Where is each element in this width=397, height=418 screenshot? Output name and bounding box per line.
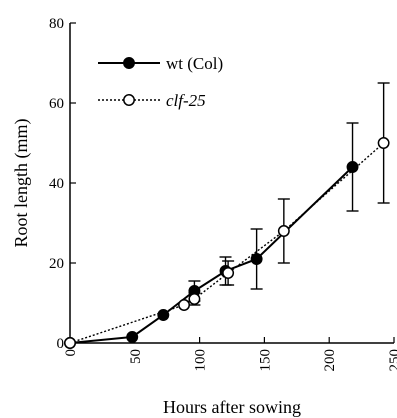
x-tick-label: 250	[387, 349, 397, 372]
y-tick-label: 60	[49, 96, 64, 112]
data-point	[157, 309, 170, 321]
x-tick-label: 100	[193, 349, 209, 372]
data-point	[188, 293, 201, 305]
y-tick-label: 80	[49, 16, 64, 32]
x-tick-label: 150	[257, 349, 273, 372]
y-tick-label: 20	[49, 256, 64, 272]
axes: 0 20 40 60 80 0 50 100 150 200 250	[49, 16, 397, 372]
x-tick-label: 200	[322, 349, 338, 372]
legend-item-wt-col: wt (Col)	[98, 54, 223, 73]
x-axis-title: Hours after sowing	[163, 397, 301, 417]
data-point	[277, 225, 290, 237]
legend-marker	[123, 94, 135, 106]
legend-marker	[123, 57, 135, 69]
data-point	[126, 331, 139, 343]
y-tick-label: 0	[57, 336, 65, 352]
y-tick-label: 40	[49, 176, 64, 192]
data-point	[222, 267, 235, 279]
data-point	[250, 253, 263, 265]
data-series	[64, 82, 390, 349]
legend-label: clf-25	[166, 91, 206, 110]
series-line	[69, 166, 354, 344]
data-point	[346, 161, 359, 173]
series-line	[69, 142, 385, 344]
x-tick-label: 0	[63, 349, 79, 357]
data-point	[178, 299, 190, 311]
series-clf-25	[64, 82, 390, 349]
legend-item-clf-25: clf-25	[98, 91, 206, 110]
y-axis-title: Root length (mm)	[11, 119, 32, 248]
data-point	[377, 137, 390, 149]
legend-label: wt (Col)	[166, 54, 223, 73]
series-wt-col	[64, 122, 359, 349]
data-point	[64, 337, 76, 349]
legend: wt (Col) clf-25	[98, 54, 223, 110]
x-tick-label: 50	[128, 349, 144, 364]
